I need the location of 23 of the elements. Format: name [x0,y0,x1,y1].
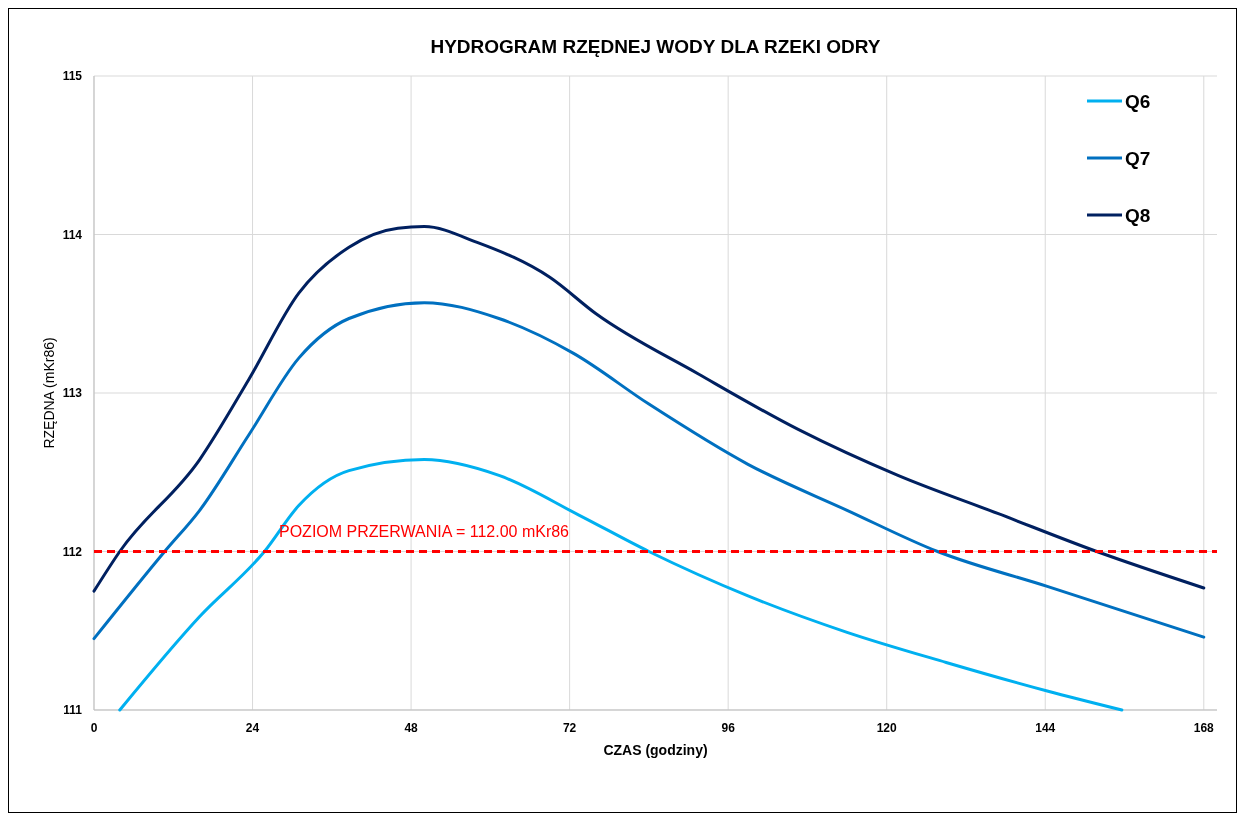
ref-line-label: POZIOM PRZERWANIA = 112.00 mKr86 [279,522,570,540]
y-tick-label: 113 [62,386,83,400]
legend-label: Q7 [1125,148,1151,169]
x-tick-label: 24 [245,721,260,735]
x-tick-label: 72 [562,721,577,735]
line-series [92,301,1206,641]
y-tick-label: 115 [62,69,83,83]
line-series [92,225,1206,593]
line-series [118,458,1124,712]
x-tick-label: 48 [404,721,419,735]
legend-label: Q6 [1125,91,1151,112]
chart-title: HYDROGRAM RZĘDNEJ WODY DLA RZEKI ODRY [430,36,881,57]
y-axis-title: RZĘDNA (mKr86) [41,337,57,449]
y-tick-label: 111 [63,703,83,717]
x-tick-label: 168 [1193,721,1215,735]
x-tick-label: 120 [876,721,898,735]
x-tick-label: 144 [1035,721,1056,735]
x-tick-label: 96 [721,721,736,735]
x-axis-title: CZAS (godziny) [603,742,708,758]
legend-label: Q8 [1125,205,1151,226]
x-tick-label: 0 [90,721,98,735]
y-tick-label: 112 [62,544,83,559]
y-tick-label: 114 [62,227,83,242]
